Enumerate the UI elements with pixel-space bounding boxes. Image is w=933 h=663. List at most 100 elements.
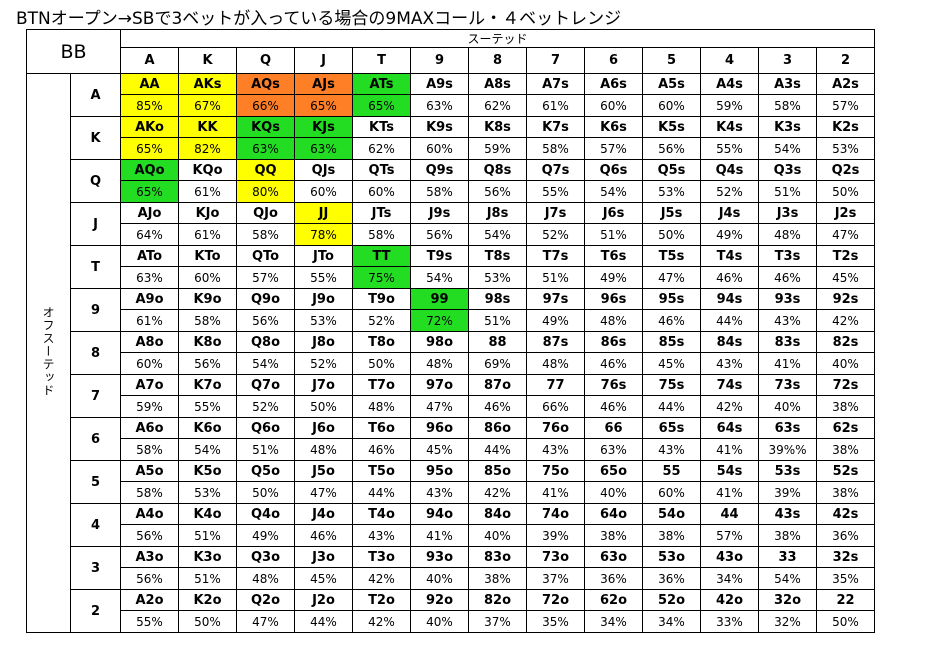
row-header-6: 6 [70,417,121,461]
hand-label: J3o [294,546,353,568]
hand-label: Q8s [468,159,527,181]
equity-percent: 46% [352,438,411,461]
equity-percent: 48% [410,352,469,375]
equity-percent: 46% [468,395,527,418]
hand-label: QJo [236,202,295,224]
equity-percent: 48% [758,223,817,246]
hand-label: 72o [526,589,585,611]
hand-label: 74s [700,374,759,396]
equity-percent: 50% [352,352,411,375]
equity-percent: 50% [294,395,353,418]
hand-label: 53o [642,546,701,568]
equity-percent: 60% [178,266,237,289]
hand-label: T3s [758,245,817,267]
hand-label: Q8o [236,331,295,353]
hand-label: 86o [468,417,527,439]
hand-label: K8s [468,116,527,138]
equity-percent: 61% [178,180,237,203]
equity-percent: 60% [120,352,179,375]
equity-percent: 63% [294,137,353,160]
hand-label: T9s [410,245,469,267]
equity-percent: 41% [410,524,469,547]
equity-percent: 46% [584,352,643,375]
hand-label: KTo [178,245,237,267]
equity-percent: 51% [584,223,643,246]
row-header-K: K [70,116,121,160]
hand-label: 43o [700,546,759,568]
hand-label: Q2s [816,159,875,181]
equity-percent: 61% [178,223,237,246]
hand-label: 22 [816,589,875,611]
hand-label: J9o [294,288,353,310]
equity-percent: 56% [120,524,179,547]
hand-label: 66 [584,417,643,439]
equity-percent: 48% [526,352,585,375]
equity-percent: 50% [816,180,875,203]
hand-label: 64o [584,503,643,525]
hand-label: QTs [352,159,411,181]
equity-percent: 52% [352,309,411,332]
hand-label: Q4s [700,159,759,181]
equity-percent: 58% [236,223,295,246]
equity-percent: 45% [410,438,469,461]
row-header-4: 4 [70,503,121,547]
equity-percent: 42% [816,309,875,332]
hand-label: 73s [758,374,817,396]
equity-percent: 56% [642,137,701,160]
hand-label: T8s [468,245,527,267]
equity-percent: 59% [120,395,179,418]
equity-percent: 85% [120,94,179,117]
hand-label: AJs [294,73,353,95]
hand-label: 76s [584,374,643,396]
hand-label: 42o [700,589,759,611]
hand-label: 72s [816,374,875,396]
hand-label: K3s [758,116,817,138]
hand-label: 74o [526,503,585,525]
equity-percent: 56% [120,567,179,590]
hand-label: AQo [120,159,179,181]
equity-percent: 43% [410,481,469,504]
equity-percent: 62% [352,137,411,160]
equity-percent: 61% [120,309,179,332]
hand-label: T4s [700,245,759,267]
equity-percent: 60% [294,180,353,203]
column-header-4: 4 [700,47,759,74]
hand-label: 53s [758,460,817,482]
equity-percent: 65% [352,94,411,117]
hand-label: K4o [178,503,237,525]
hand-label: 62s [816,417,875,439]
corner-label-bb: BB [26,29,121,74]
equity-percent: 49% [526,309,585,332]
hand-label: 88 [468,331,527,353]
equity-percent: 63% [236,137,295,160]
equity-percent: 43% [352,524,411,547]
hand-label: K9o [178,288,237,310]
equity-percent: 82% [178,137,237,160]
row-header-3: 3 [70,546,121,590]
hand-label: 76o [526,417,585,439]
hand-label: J2o [294,589,353,611]
hand-label: 99 [410,288,469,310]
equity-percent: 43% [700,352,759,375]
equity-percent: 55% [120,610,179,633]
equity-percent: 58% [120,481,179,504]
hand-label: A7o [120,374,179,396]
equity-percent: 58% [178,309,237,332]
equity-percent: 50% [816,610,875,633]
column-header-3: 3 [758,47,817,74]
equity-percent: 55% [294,266,353,289]
equity-percent: 46% [584,395,643,418]
hand-label: 32o [758,589,817,611]
equity-percent: 45% [294,567,353,590]
equity-percent: 60% [642,481,701,504]
equity-percent: 44% [294,610,353,633]
equity-percent: 52% [294,352,353,375]
hand-label: A8s [468,73,527,95]
equity-percent: 40% [468,524,527,547]
column-header-5: 5 [642,47,701,74]
equity-percent: 54% [236,352,295,375]
hand-label: JTo [294,245,353,267]
equity-percent: 34% [584,610,643,633]
equity-percent: 55% [178,395,237,418]
equity-percent: 75% [352,266,411,289]
